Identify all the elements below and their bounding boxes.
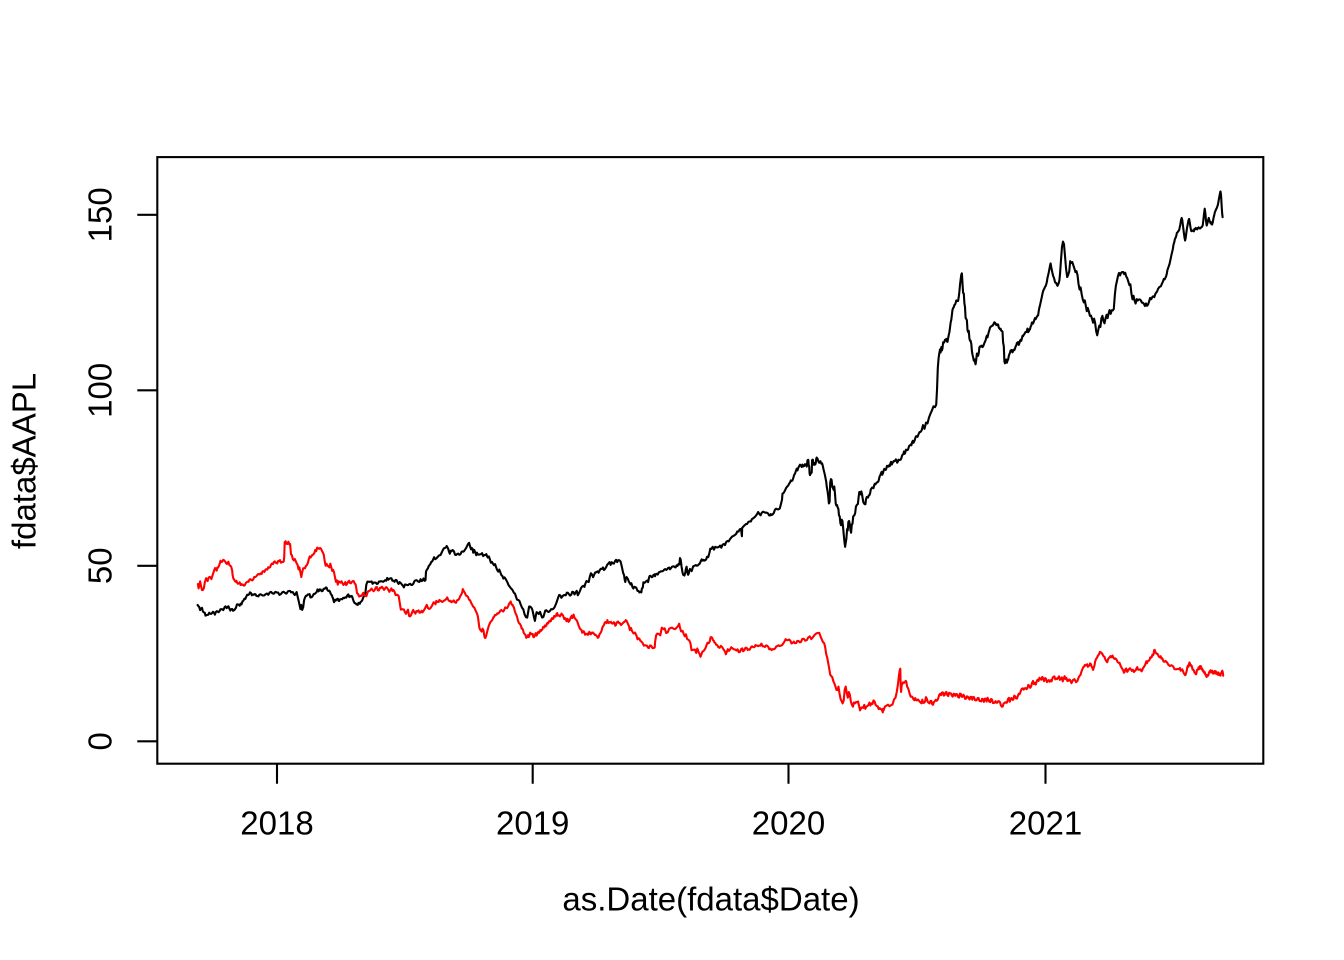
svg-text:100: 100 xyxy=(82,363,119,418)
svg-text:2018: 2018 xyxy=(240,804,313,841)
svg-text:2021: 2021 xyxy=(1009,804,1082,841)
svg-text:fdata$AAPL: fdata$AAPL xyxy=(6,373,43,549)
svg-text:50: 50 xyxy=(82,547,119,584)
svg-text:as.Date(fdata$Date): as.Date(fdata$Date) xyxy=(562,880,859,917)
svg-text:0: 0 xyxy=(82,732,119,750)
svg-text:150: 150 xyxy=(82,187,119,242)
svg-text:2019: 2019 xyxy=(496,804,569,841)
svg-text:2020: 2020 xyxy=(752,804,825,841)
